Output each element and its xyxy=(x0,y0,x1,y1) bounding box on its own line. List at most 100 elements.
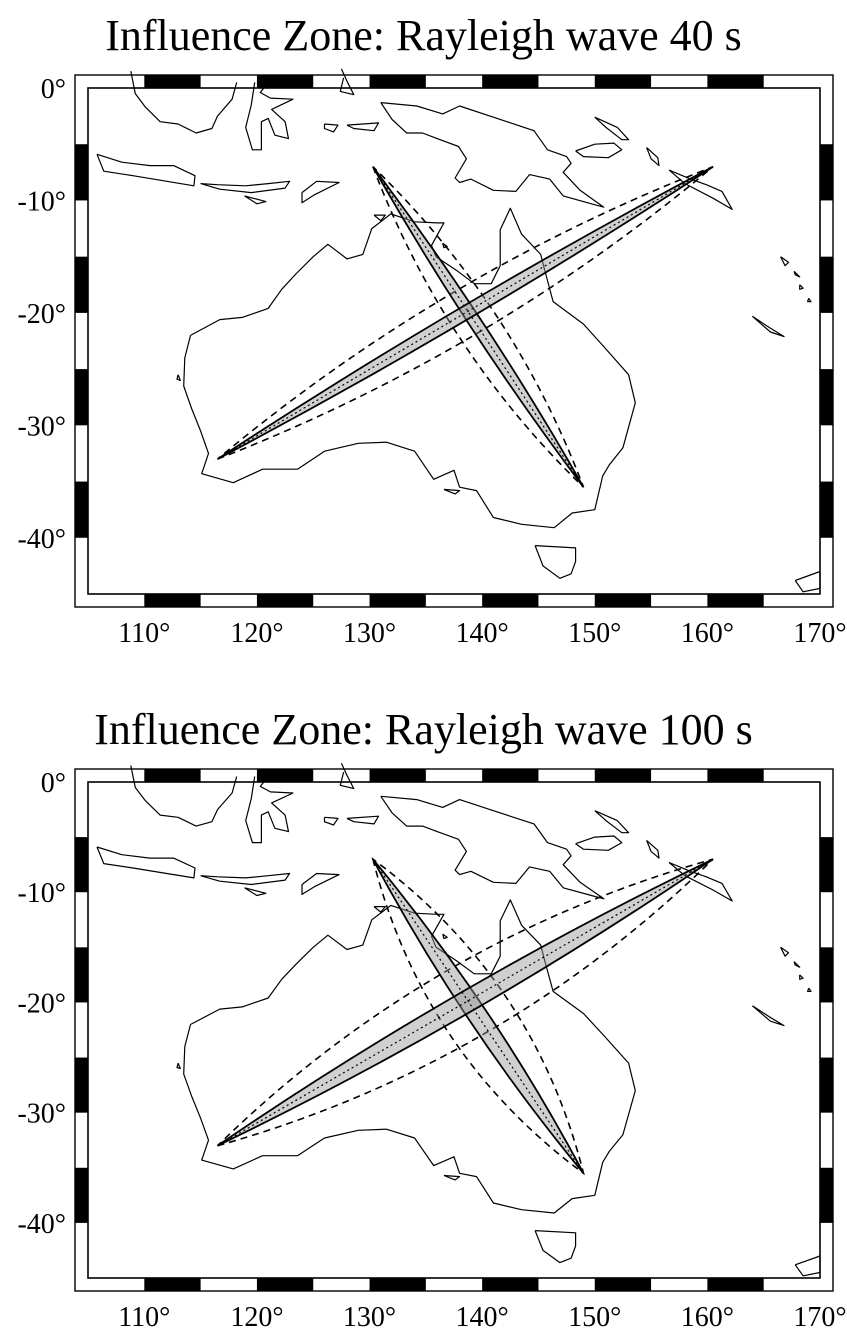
coastline xyxy=(646,147,660,167)
frame-scale-bar xyxy=(820,1057,833,1113)
x-tick-label: 120° xyxy=(230,618,283,649)
map-title: Influence Zone: Rayleigh wave 40 s xyxy=(105,11,742,60)
frame-scale-bar xyxy=(369,75,426,88)
x-tick-label: 160° xyxy=(681,1302,734,1333)
frame-scale-bar xyxy=(144,769,201,782)
frame-scale-bar xyxy=(75,369,88,426)
ray-path-dotted xyxy=(217,166,714,460)
coastline xyxy=(794,570,821,593)
coastline xyxy=(575,835,623,851)
influence-zone-map-40s: 110° 120° 130° 140° 150° 160° 170° 0° -10° -20° -3… xyxy=(17,68,847,649)
ray-path-dotted xyxy=(372,166,585,488)
coastline xyxy=(380,795,605,900)
coastline xyxy=(442,933,448,940)
coastline xyxy=(96,153,196,187)
frame-scale-bar xyxy=(820,947,833,1003)
y-tick-label: -10° xyxy=(17,186,66,217)
frame-scale-bar xyxy=(256,1278,314,1291)
coastline xyxy=(752,1005,785,1027)
ray-path-dotted xyxy=(372,858,585,1174)
coastlines xyxy=(96,763,821,1277)
frame-scale-bar xyxy=(594,769,652,782)
x-tick-label: 150° xyxy=(568,1302,621,1333)
y-tick-label: -10° xyxy=(17,878,66,909)
y-tick-label: -30° xyxy=(17,1099,66,1130)
coastline xyxy=(339,68,355,96)
coastline xyxy=(752,315,785,338)
map-title: Influence Zone: Rayleigh wave 100 s xyxy=(94,705,753,754)
y-tick-label: -30° xyxy=(17,411,66,442)
coastline xyxy=(575,142,623,159)
coastline xyxy=(245,776,294,844)
coastline xyxy=(323,816,339,826)
coastline xyxy=(176,374,181,381)
frame-scale-bar xyxy=(369,594,426,607)
x-tick-label: 110° xyxy=(118,1302,170,1333)
frame-scale-bar xyxy=(256,769,314,782)
coastline xyxy=(346,122,380,132)
coastline xyxy=(594,810,630,834)
coastline xyxy=(793,961,801,968)
coastline xyxy=(799,974,804,980)
frame-scale-bar xyxy=(820,1167,833,1223)
frame-scale-bar xyxy=(707,75,764,88)
frame-outer xyxy=(74,74,834,608)
tick-labels: 110° 120° 130° 140° 150° 160° 170° 0° -10° -20° -3… xyxy=(17,768,846,1333)
x-tick-label: 170° xyxy=(793,618,846,649)
map-frame xyxy=(74,768,834,1292)
coastline xyxy=(794,1255,821,1277)
coastline xyxy=(130,70,238,134)
coastline xyxy=(443,1174,461,1181)
coastline xyxy=(200,180,291,194)
x-tick-label: 120° xyxy=(230,1302,283,1333)
coastline xyxy=(339,763,355,790)
coastline xyxy=(96,846,196,879)
coastline xyxy=(443,488,461,495)
frame-scale-bar xyxy=(482,769,539,782)
x-tick-label: 140° xyxy=(456,618,509,649)
influence-zones xyxy=(216,165,714,488)
tick-labels: 110° 120° 130° 140° 150° 160° 170° 0° -10° -20° -3… xyxy=(17,74,846,649)
y-tick-label: -40° xyxy=(17,1209,66,1240)
y-tick-label: 0° xyxy=(41,74,66,105)
coastline xyxy=(183,899,636,1214)
frame-scale-bar xyxy=(75,1057,88,1113)
coastline xyxy=(301,872,340,895)
frame-inner xyxy=(87,781,821,1279)
coastline xyxy=(245,82,294,151)
x-tick-label: 140° xyxy=(456,1302,509,1333)
frame-scale-bar xyxy=(820,481,833,538)
map-panel-100s: 110° 120° 130° 140° 150° 160° 170° 0° -10° -20° -3… xyxy=(0,668,847,1336)
frame-scale-bar xyxy=(820,144,833,201)
frame-scale-bar xyxy=(75,837,88,893)
x-tick-label: 170° xyxy=(793,1302,846,1333)
coastline xyxy=(346,815,380,825)
y-tick-label: 0° xyxy=(41,768,66,799)
x-tick-label: 110° xyxy=(118,618,170,649)
inner-zone-shaded xyxy=(372,858,585,1174)
frame-scale-bar xyxy=(482,594,539,607)
frame-scale-bar xyxy=(594,594,652,607)
x-tick-label: 130° xyxy=(343,1302,396,1333)
frame-scale-bar xyxy=(707,769,764,782)
frame-scale-bar xyxy=(369,769,426,782)
coastline xyxy=(534,545,577,579)
frame-scale-bar xyxy=(75,256,88,313)
influence-zone-map-100s: 110° 120° 130° 140° 150° 160° 170° 0° -10° -20° -3… xyxy=(17,763,847,1333)
coastline xyxy=(244,887,267,897)
coastline xyxy=(780,946,790,957)
frame-scale-bar xyxy=(369,1278,426,1291)
coastline xyxy=(130,765,238,827)
frame-scale-bar xyxy=(594,75,652,88)
frame-scale-bar xyxy=(482,75,539,88)
frame-scale-bar xyxy=(75,947,88,1003)
coastline xyxy=(176,1062,181,1070)
frame-outer xyxy=(74,768,834,1292)
frame-scale-bar xyxy=(820,837,833,893)
coastline xyxy=(646,839,660,859)
frame-scale-bar xyxy=(707,1278,764,1291)
frame-scale-bar xyxy=(75,144,88,201)
x-tick-label: 160° xyxy=(681,618,734,649)
coastline xyxy=(594,116,630,141)
coastlines xyxy=(96,68,821,593)
